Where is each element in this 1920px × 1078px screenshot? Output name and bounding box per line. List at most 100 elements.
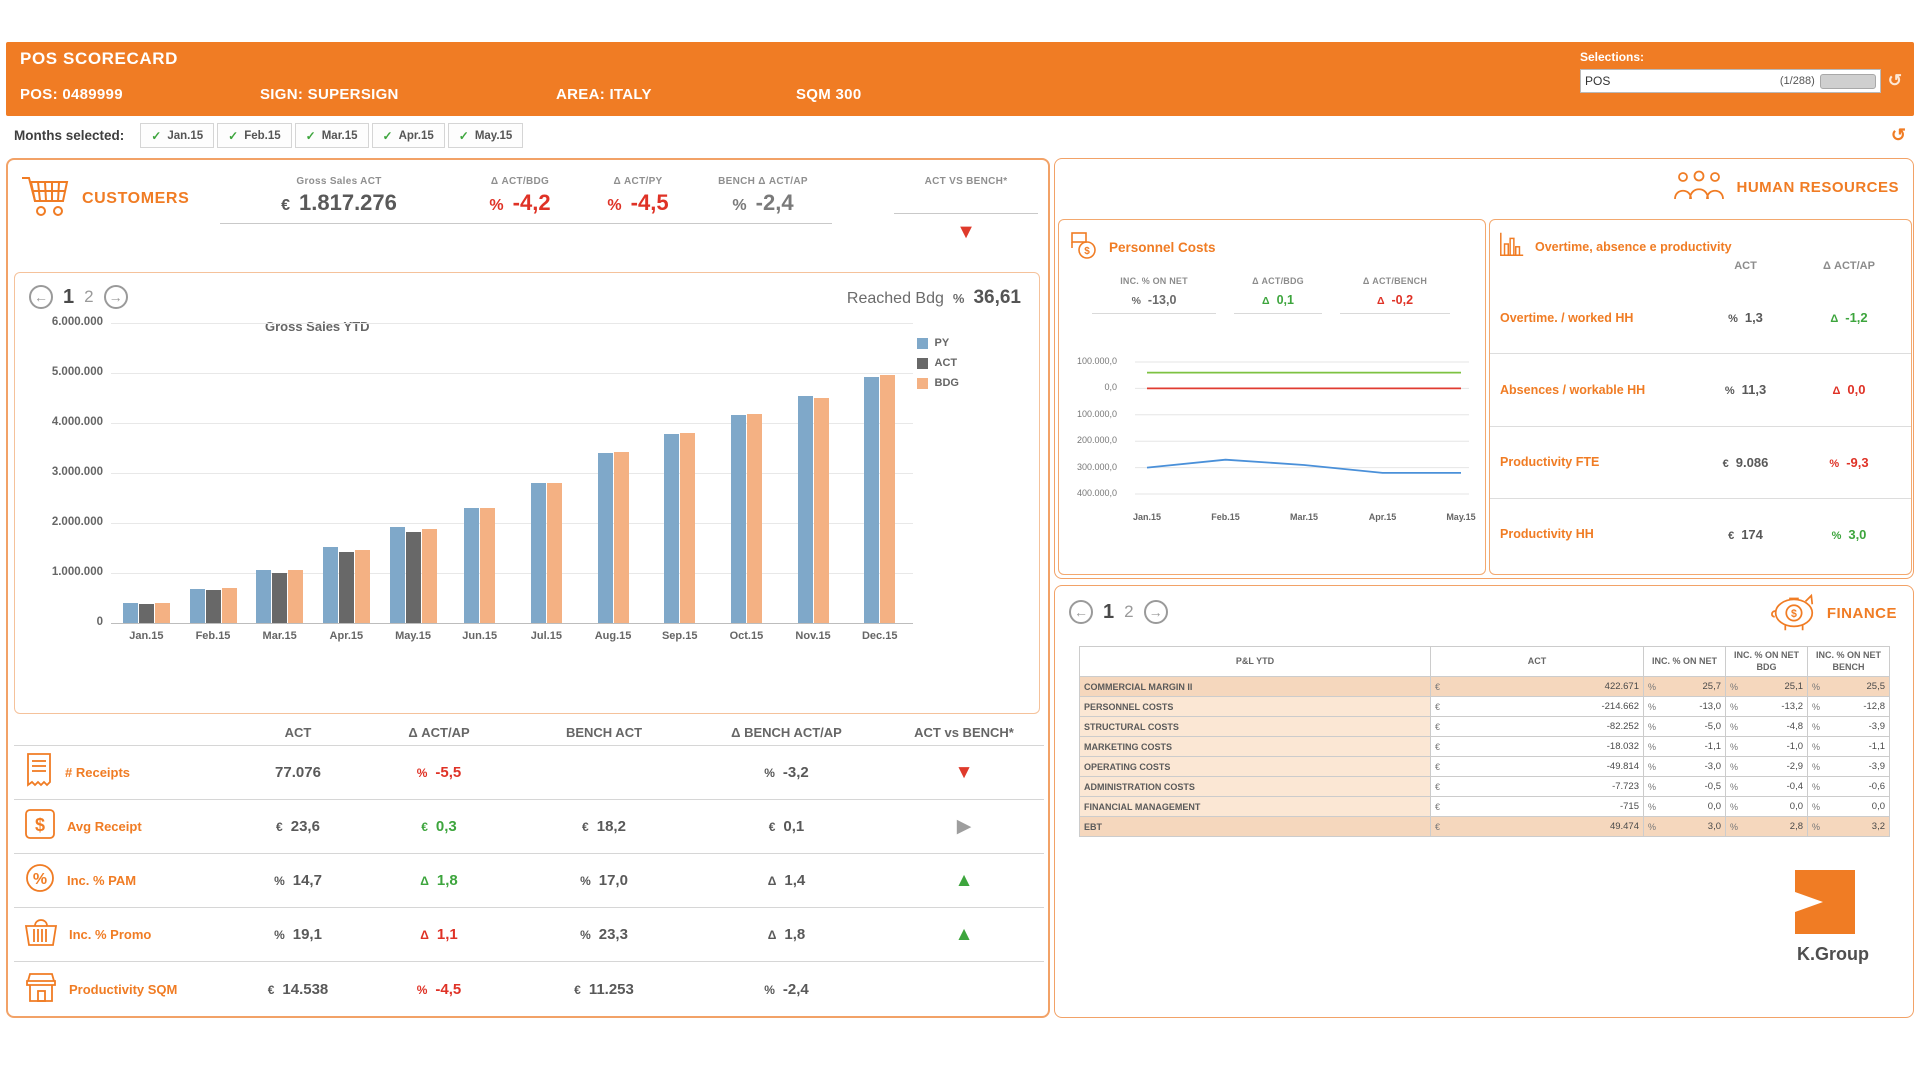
basket-icon	[24, 917, 58, 952]
overtime-act-value: %1,3	[1698, 310, 1793, 325]
value-prefix: %	[274, 928, 285, 942]
bar-group-Jun.15[interactable]	[446, 323, 513, 623]
bar-py-Feb.15[interactable]	[190, 589, 205, 623]
value-number: 3,2	[1872, 821, 1885, 832]
bar-group-Jul.15[interactable]	[513, 323, 580, 623]
bar-py-Sep.15[interactable]	[664, 434, 679, 623]
bar-py-May.15[interactable]	[390, 527, 405, 623]
bar-py-Dec.15[interactable]	[864, 377, 879, 623]
pnl-row-5: OPERATING COSTS€-49.814%-3,0%-2,9%-3,9	[1080, 757, 1890, 777]
bar-act-Mar.15[interactable]	[272, 573, 287, 623]
clear-selections-icon[interactable]: ↺	[1888, 71, 1902, 91]
bar-group-Feb.15[interactable]	[180, 323, 247, 623]
month-filter-Jan.15[interactable]: ✓Jan.15	[140, 123, 214, 148]
reached-budget: Reached Bdg % 36,61	[847, 287, 1021, 309]
value-prefix: Δ	[1833, 385, 1841, 397]
down-triangle-icon: ▼	[956, 222, 976, 242]
bar-bdg-Jan.15[interactable]	[155, 603, 170, 623]
value-number: 0,0	[1790, 801, 1803, 812]
bar-act-Apr.15[interactable]	[339, 552, 354, 623]
pnl-row-label[interactable]: ADMINISTRATION COSTS	[1080, 777, 1431, 797]
current-selection-box[interactable]: POS (1/288)	[1580, 69, 1881, 93]
bar-py-Jun.15[interactable]	[464, 508, 479, 623]
metric-row-2[interactable]: $Avg Receipt€23,6€0,3€18,2€0,1▶	[14, 800, 1044, 854]
x-axis-label: Apr.15	[1361, 512, 1405, 522]
pnl-table: P&L YTD ACT INC. % ON NET INC. % ON NET …	[1079, 646, 1890, 837]
y-axis-label: 5.000.000	[23, 366, 103, 378]
bar-act-May.15[interactable]	[406, 532, 421, 623]
bar-py-Apr.15[interactable]	[323, 547, 338, 623]
bar-bdg-Apr.15[interactable]	[355, 550, 370, 623]
bar-bdg-Mar.15[interactable]	[288, 570, 303, 623]
selection-scrollbar[interactable]	[1820, 74, 1876, 89]
bar-group-Sep.15[interactable]	[646, 323, 713, 623]
overtime-row-2: Absences / workable HH%11,3Δ0,0	[1490, 354, 1911, 426]
bar-bdg-Sep.15[interactable]	[680, 433, 695, 623]
value-prefix: Δ	[420, 928, 429, 942]
bar-group-Oct.15[interactable]	[713, 323, 780, 623]
bar-group-May.15[interactable]	[380, 323, 447, 623]
value-number: 1,3	[1745, 310, 1763, 325]
bar-bdg-Jul.15[interactable]	[547, 483, 562, 623]
dollar-icon: $	[24, 808, 56, 845]
pnl-row-label[interactable]: PERSONNEL COSTS	[1080, 697, 1431, 717]
month-filter-Feb.15[interactable]: ✓Feb.15	[217, 123, 292, 148]
pnl-row-label[interactable]: COMMERCIAL MARGIN II	[1080, 677, 1431, 697]
pnl-row-label[interactable]: FINANCIAL MANAGEMENT	[1080, 797, 1431, 817]
page-1[interactable]: 1	[1103, 601, 1114, 624]
bar-bdg-Nov.15[interactable]	[814, 398, 829, 623]
value-prefix: %	[1829, 458, 1839, 470]
bar-py-Aug.15[interactable]	[598, 453, 613, 623]
kpi-value: €1.817.276	[220, 190, 458, 216]
bar-group-Nov.15[interactable]	[780, 323, 847, 623]
page-2[interactable]: 2	[1124, 602, 1133, 622]
next-page-icon[interactable]: →	[104, 285, 128, 309]
previous-page-icon[interactable]: ←	[29, 285, 53, 309]
bar-bdg-May.15[interactable]	[422, 529, 437, 623]
bar-py-Nov.15[interactable]	[798, 396, 813, 623]
bar-py-Jan.15[interactable]	[123, 603, 138, 623]
overtime-metric-name: Overtime. / worked HH	[1500, 311, 1698, 325]
previous-page-icon[interactable]: ←	[1069, 600, 1093, 624]
bar-act-Jan.15[interactable]	[139, 604, 154, 623]
checkmark-icon: ✓	[459, 129, 469, 143]
pnl-row-label[interactable]: OPERATING COSTS	[1080, 757, 1431, 777]
month-filter-Apr.15[interactable]: ✓Apr.15	[372, 123, 445, 148]
month-filter-May.15[interactable]: ✓May.15	[448, 123, 524, 148]
pnl-value-cell: %-4,8	[1726, 717, 1808, 737]
pnl-value-cell: %-2,9	[1726, 757, 1808, 777]
pnl-row-label[interactable]: STRUCTURAL COSTS	[1080, 717, 1431, 737]
personnel-costs-title: Personnel Costs	[1109, 240, 1216, 255]
value-number: -3,0	[1705, 761, 1721, 772]
month-filter-Mar.15[interactable]: ✓Mar.15	[295, 123, 369, 148]
bar-bdg-Feb.15[interactable]	[222, 588, 237, 623]
bar-act-Feb.15[interactable]	[206, 590, 221, 623]
next-page-icon[interactable]: →	[1144, 600, 1168, 624]
pnl-row-label[interactable]: EBT	[1080, 817, 1431, 837]
bar-group-Jan.15[interactable]	[113, 323, 180, 623]
refresh-icon[interactable]: ↺	[1891, 125, 1906, 146]
bar-py-Jul.15[interactable]	[531, 483, 546, 623]
pnl-row-label[interactable]: MARKETING COSTS	[1080, 737, 1431, 757]
bar-py-Oct.15[interactable]	[731, 415, 746, 623]
metric-row-4[interactable]: Inc. % Promo%19,1Δ1,1%23,3Δ1,8▲	[14, 908, 1044, 962]
metric-row-3[interactable]: %Inc. % PAM%14,7Δ1,8%17,0Δ1,4▲	[14, 854, 1044, 908]
bar-group-Aug.15[interactable]	[580, 323, 647, 623]
bar-group-Mar.15[interactable]	[246, 323, 313, 623]
bar-group-Dec.15[interactable]	[846, 323, 913, 623]
bar-group-Apr.15[interactable]	[313, 323, 380, 623]
kpi-value: Δ0,1	[1234, 286, 1322, 314]
bar-bdg-Dec.15[interactable]	[880, 375, 895, 623]
kpi-value: %-13,0	[1092, 286, 1216, 314]
page-2[interactable]: 2	[84, 287, 93, 307]
bar-bdg-Aug.15[interactable]	[614, 452, 629, 623]
metric-row-5[interactable]: Productivity SQM€14.538%-4,5€11.253%-2,4	[14, 962, 1044, 1016]
spacer	[1490, 260, 1698, 272]
page-1[interactable]: 1	[63, 286, 74, 309]
overtime-title-block: Overtime, absence e productivity	[1498, 230, 1732, 263]
metric-row-1[interactable]: # Receipts77.076%-5,5%-3,2▼	[14, 746, 1044, 800]
bar-bdg-Oct.15[interactable]	[747, 414, 762, 623]
bar-bdg-Jun.15[interactable]	[480, 508, 495, 623]
kpi-header: BENCH Δ ACT/AP	[694, 176, 832, 187]
bar-py-Mar.15[interactable]	[256, 570, 271, 623]
